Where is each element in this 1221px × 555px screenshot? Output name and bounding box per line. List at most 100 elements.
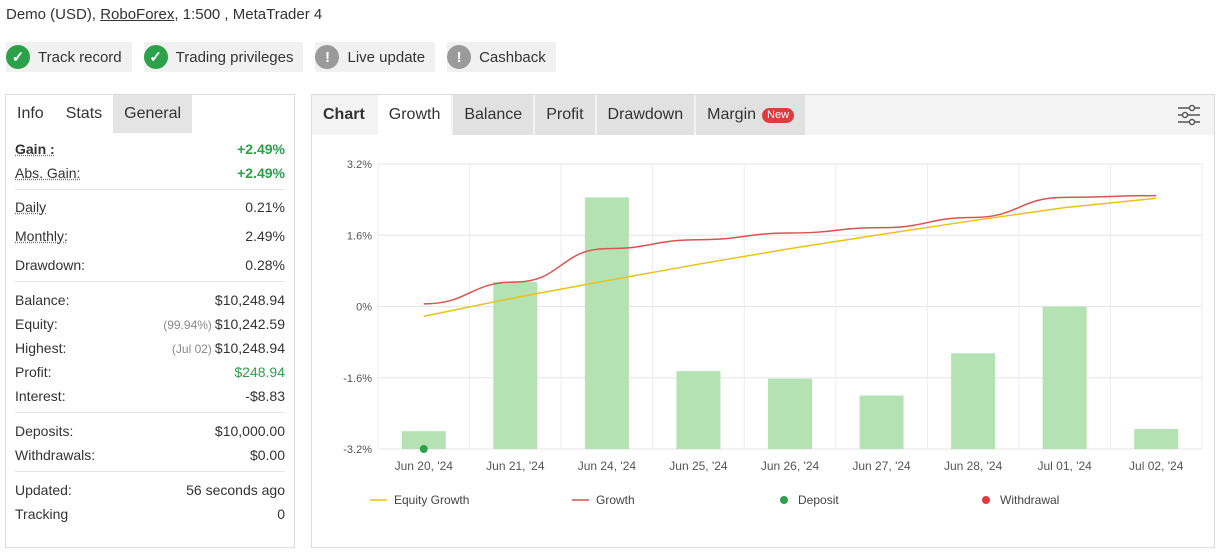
- stat-label: Interest:: [15, 388, 66, 404]
- stat-label: Withdrawals:: [15, 447, 96, 463]
- stat-value: 56 seconds ago: [186, 482, 285, 498]
- stat-highest: Highest: (Jul 02) $10,248.94: [15, 336, 285, 360]
- stat-abs-gain: Abs. Gain: +2.49%: [15, 161, 285, 185]
- x-tick-label: Jun 25, '24: [669, 459, 728, 473]
- stat-withdrawals: Withdrawals: $0.00: [15, 443, 285, 467]
- stat-label[interactable]: Gain :: [15, 141, 55, 157]
- stat-value: $10,242.59: [214, 316, 285, 332]
- stats-list: Gain : +2.49% Abs. Gain: +2.49% Daily 0.…: [6, 137, 294, 526]
- stat-sub: (Jul 02): [171, 342, 212, 356]
- bar: [859, 395, 904, 449]
- stat-label: Drawdown:: [15, 257, 86, 273]
- tab-profit[interactable]: Profit: [535, 95, 595, 135]
- badge-cashback[interactable]: ! Cashback: [447, 42, 556, 72]
- x-tick-label: Jun 26, '24: [761, 459, 820, 473]
- divider: [15, 281, 285, 282]
- stat-value-group: (99.94%) $10,242.59: [163, 316, 285, 332]
- stat-label: Balance:: [15, 292, 70, 308]
- stat-deposits: Deposits: $10,000.00: [15, 419, 285, 443]
- stat-balance: Balance: $10,248.94: [15, 288, 285, 312]
- exclamation-icon: !: [315, 45, 340, 69]
- stat-value: -$8.83: [245, 388, 285, 404]
- exclamation-icon: !: [447, 45, 472, 69]
- y-tick-label: -3.2%: [343, 444, 372, 456]
- broker-link[interactable]: RoboForex: [100, 6, 175, 23]
- badge-label: Trading privileges: [175, 48, 294, 66]
- badge-live-update[interactable]: ! Live update: [315, 42, 436, 72]
- stat-monthly: Monthly: 2.49%: [15, 224, 285, 248]
- series-line-growth: [423, 194, 1157, 305]
- stat-label: Profit:: [15, 364, 52, 380]
- tab-growth[interactable]: Growth: [377, 95, 452, 135]
- series-line-equity-growth: [423, 197, 1157, 318]
- tab-stats[interactable]: Stats: [54, 95, 114, 133]
- tab-balance[interactable]: Balance: [453, 95, 534, 135]
- x-tick-label: Jun 28, '24: [944, 459, 1003, 473]
- badge-label: Cashback: [479, 48, 546, 66]
- stat-value: $10,248.94: [214, 340, 285, 356]
- y-tick-label: -1.6%: [343, 373, 372, 385]
- chart-panel: Chart Growth Balance Profit Drawdown Mar…: [311, 94, 1215, 548]
- legend-deposit-swatch: [780, 496, 788, 504]
- badge-track-record[interactable]: ✓ Track record: [6, 42, 132, 72]
- y-tick-label: 1.6%: [347, 230, 372, 242]
- stat-value: 0: [277, 506, 285, 522]
- y-tick-label: 3.2%: [347, 159, 372, 171]
- y-tick-label: 0%: [356, 302, 372, 314]
- check-icon: ✓: [6, 45, 30, 69]
- badge-trading-privileges[interactable]: ✓ Trading privileges: [143, 42, 304, 72]
- stats-panel: Info Stats General Gain : +2.49% Abs. Ga…: [5, 94, 295, 548]
- stat-label: Equity:: [15, 316, 58, 332]
- stats-tabs: Info Stats General: [6, 95, 294, 133]
- account-suffix: , 1:500 , MetaTrader 4: [174, 6, 323, 23]
- badge-label: Track record: [38, 48, 122, 66]
- divider: [15, 412, 285, 413]
- stat-tracking: Tracking 0: [15, 502, 285, 526]
- stat-value: 2.49%: [245, 228, 285, 244]
- tab-general[interactable]: General: [113, 95, 193, 133]
- bar: [1134, 428, 1179, 449]
- bar: [1042, 306, 1087, 449]
- chart-tabs: Chart Growth Balance Profit Drawdown Mar…: [312, 95, 1214, 135]
- stat-label[interactable]: Daily: [15, 199, 47, 215]
- stat-value: $10,248.94: [214, 292, 285, 308]
- tab-drawdown[interactable]: Drawdown: [596, 95, 695, 135]
- check-icon: ✓: [143, 45, 168, 69]
- growth-chart: 3.2% 1.6% 0% -1.6% -3.2% Jun 20, '24 Jun 21, '…: [343, 159, 1203, 507]
- tab-info[interactable]: Info: [6, 95, 55, 133]
- stat-label[interactable]: Monthly:: [15, 228, 68, 244]
- x-tick-label: Jul 02, '24: [1129, 459, 1184, 473]
- x-tick-label: Jun 24, '24: [578, 459, 637, 473]
- tab-margin[interactable]: Margin New: [696, 95, 806, 135]
- account-prefix: Demo (USD),: [6, 6, 97, 23]
- stat-value: $248.94: [234, 364, 285, 380]
- account-header: Demo (USD), RoboForex, 1:500 , MetaTrade…: [6, 6, 322, 23]
- stat-value: $10,000.00: [214, 423, 285, 439]
- x-tick-label: Jun 27, '24: [852, 459, 911, 473]
- stat-value-group: (Jul 02) $10,248.94: [172, 340, 285, 356]
- stat-label: Tracking: [15, 506, 69, 522]
- stat-drawdown: Drawdown: 0.28%: [15, 253, 285, 277]
- stat-label[interactable]: Abs. Gain:: [15, 165, 81, 181]
- deposit-marker: [419, 445, 428, 453]
- stat-updated: Updated: 56 seconds ago: [15, 478, 285, 502]
- stat-label: Updated:: [15, 482, 72, 498]
- badge-label: Live update: [347, 48, 426, 66]
- stat-gain: Gain : +2.49%: [15, 137, 285, 161]
- divider: [15, 471, 285, 472]
- settings-sliders-icon[interactable]: [1177, 103, 1201, 132]
- tab-chart-title: Chart: [312, 95, 376, 135]
- legend-withdrawal-swatch: [982, 496, 990, 504]
- bar: [951, 353, 996, 449]
- new-badge: New: [762, 107, 795, 123]
- x-tick-label: Jun 20, '24: [395, 459, 454, 473]
- stat-value: +2.49%: [237, 141, 285, 157]
- verification-badges: ✓ Track record ✓ Trading privileges ! Li…: [6, 42, 556, 72]
- stat-value: $0.00: [249, 447, 285, 463]
- stat-label: Deposits:: [15, 423, 74, 439]
- stat-value: +2.49%: [237, 165, 285, 181]
- stat-value: 0.21%: [245, 199, 285, 215]
- divider: [15, 189, 285, 190]
- legend-growth-label: Growth: [596, 493, 635, 507]
- x-tick-label: Jul 01, '24: [1038, 459, 1093, 473]
